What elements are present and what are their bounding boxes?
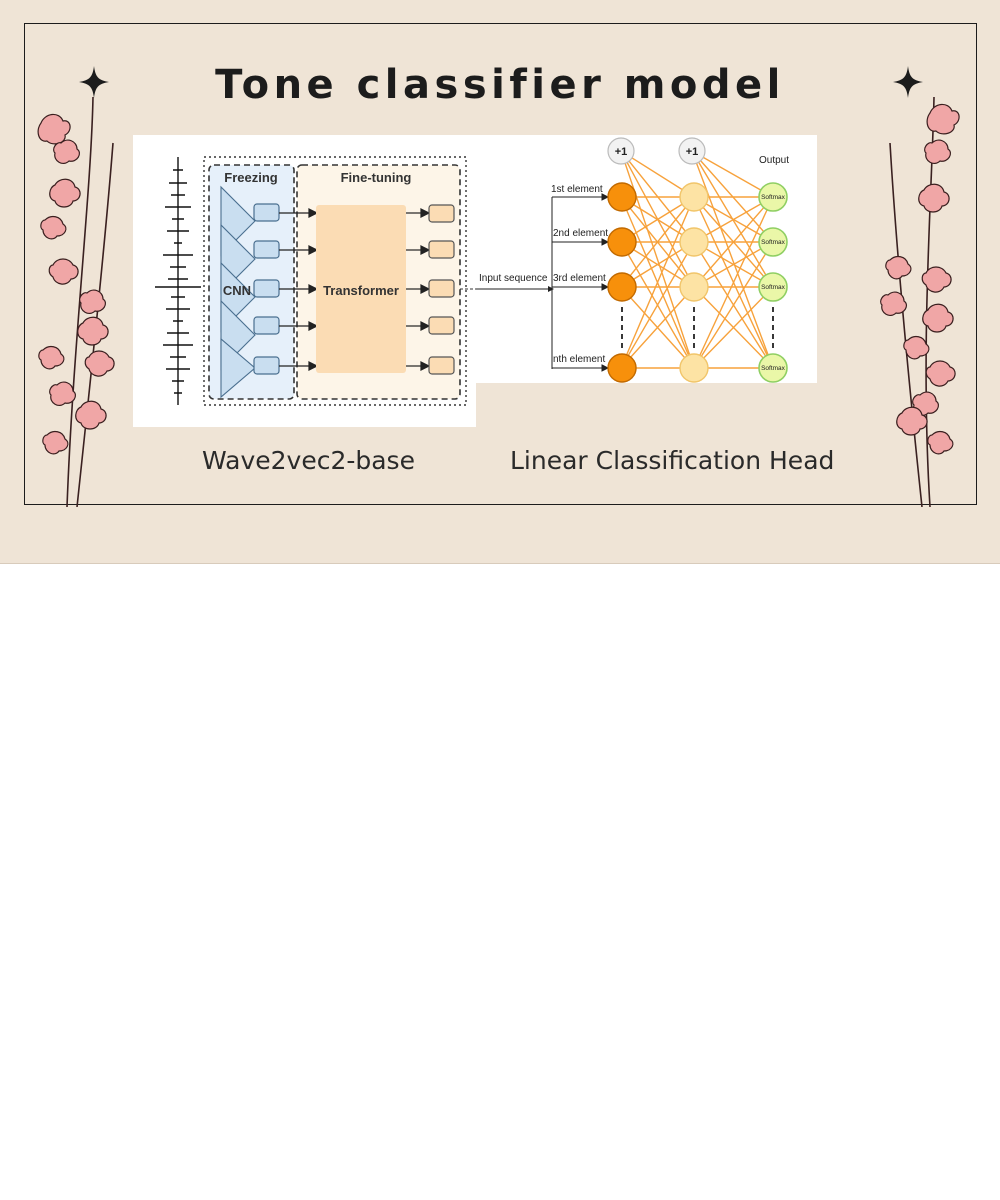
flower-branch-icon [37,96,115,507]
softmax-label: Softmax [761,239,786,246]
cnn-label: CNN [223,283,251,298]
softmax-label: Softmax [761,194,786,201]
element-label: 3rd element [553,273,606,284]
sparkle-icon [893,66,923,98]
slide-title: Tone classifier model [215,62,785,108]
sparkle-icon [79,66,109,98]
classification-head-diagram: Input sequence 1st element 2nd element 3… [476,135,817,383]
cnn-block [220,185,256,399]
softmax-nodes [758,182,788,383]
wave2vec-diagram: Freezing CNN Fine-tuning Tra [133,135,476,427]
input-sequence-label: Input sequence [479,273,548,284]
slide: Tone classifier model [0,0,1000,564]
transformer-block [316,205,406,373]
bias-label: +1 [615,146,628,158]
waveform-icon [155,157,201,405]
network-connections [620,150,774,369]
bias-label: +1 [686,146,699,158]
output-label: Output [759,155,789,166]
wave2vec-caption: Wave2vec2-base [202,446,415,475]
classification-head-caption: Linear Classification Head [510,446,835,475]
slide-frame [24,23,977,505]
classification-diagram-background [476,135,817,383]
element-label: 1st element [551,184,603,195]
softmax-label: Softmax [761,365,786,372]
element-label: nth element [553,354,605,365]
softmax-label: Softmax [761,284,786,291]
bias-node [678,137,706,165]
input-nodes [607,182,637,383]
element-label: 2nd element [553,228,608,239]
bias-node [607,137,635,165]
hidden-nodes [679,182,709,383]
flower-branch-icon [880,96,960,507]
finetuning-label: Fine-tuning [341,170,412,185]
transformer-label: Transformer [323,283,399,298]
freezing-label: Freezing [224,170,278,185]
